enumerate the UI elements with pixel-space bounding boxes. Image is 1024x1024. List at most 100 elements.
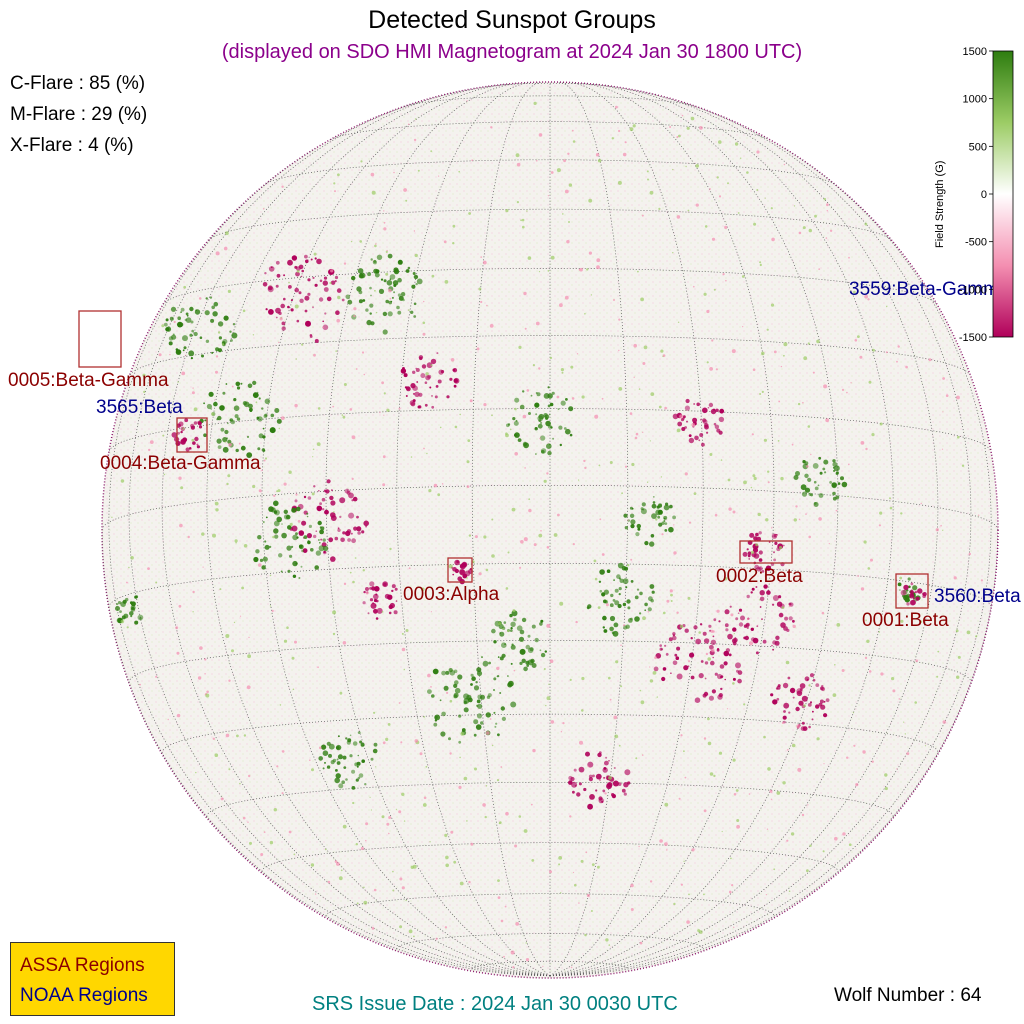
magnetic-feature xyxy=(545,420,551,427)
magnetic-feature xyxy=(633,343,637,348)
magnetic-feature xyxy=(636,588,640,591)
magnetic-feature xyxy=(324,312,327,315)
magnetic-feature xyxy=(336,318,341,323)
magnetic-feature xyxy=(397,259,403,265)
colorbar-tick-label: 1500 xyxy=(963,46,987,58)
magnetic-feature xyxy=(726,708,729,710)
region-box-0002[interactable] xyxy=(739,540,793,564)
region-box-0001[interactable] xyxy=(895,573,929,609)
magnetic-feature xyxy=(467,439,471,442)
region-box-0003[interactable] xyxy=(447,557,473,583)
magnetic-feature xyxy=(707,717,710,721)
magnetic-feature xyxy=(378,288,385,294)
magnetic-feature xyxy=(417,169,420,172)
magnetic-feature xyxy=(549,443,551,446)
magnetic-feature xyxy=(291,525,298,532)
magnetic-feature xyxy=(520,540,524,544)
magnetic-feature xyxy=(738,608,743,612)
magnetic-feature xyxy=(803,356,808,361)
magnetic-feature xyxy=(171,432,178,438)
magnetic-feature xyxy=(720,675,723,679)
magnetic-feature xyxy=(500,919,504,923)
magnetic-feature xyxy=(365,839,367,842)
magnetic-feature xyxy=(263,831,266,833)
magnetic-feature xyxy=(497,896,501,899)
magnetic-feature xyxy=(509,629,513,632)
magnetic-feature xyxy=(566,240,570,244)
magnetic-feature xyxy=(375,269,380,274)
magnetic-feature xyxy=(106,347,109,350)
magnetic-feature xyxy=(296,266,301,271)
magnetic-feature xyxy=(216,438,222,444)
magnetic-feature xyxy=(481,656,483,659)
magnetic-feature xyxy=(677,421,683,427)
magnetic-feature xyxy=(669,504,673,509)
magnetic-feature xyxy=(786,749,789,751)
magnetic-feature xyxy=(550,171,554,174)
magnetic-feature xyxy=(178,421,184,427)
magnetic-feature xyxy=(491,744,494,747)
magnetic-feature xyxy=(601,800,604,803)
magnetic-feature xyxy=(392,280,399,286)
grid-line xyxy=(102,484,998,531)
magnetic-feature xyxy=(505,209,509,213)
magnetic-feature xyxy=(304,309,308,313)
magnetic-feature xyxy=(109,340,111,343)
magnetic-feature xyxy=(89,327,91,329)
magnetic-feature xyxy=(227,289,231,293)
magnetic-feature xyxy=(498,822,501,825)
magnetic-feature xyxy=(400,368,407,374)
magnetic-feature xyxy=(581,709,584,712)
magnetic-feature xyxy=(248,636,250,639)
magnetic-feature xyxy=(373,608,378,614)
grid-line xyxy=(549,82,775,977)
magnetic-feature xyxy=(158,353,162,357)
region-box-0005[interactable] xyxy=(78,310,122,368)
magnetic-feature xyxy=(302,548,308,553)
magnetic-feature xyxy=(643,345,648,350)
magnetic-feature xyxy=(633,376,635,378)
magnetic-feature xyxy=(580,859,584,863)
magnetic-feature xyxy=(480,300,483,304)
magnetic-feature xyxy=(532,364,536,367)
magnetic-feature xyxy=(756,566,762,572)
grid-line xyxy=(396,933,704,949)
magnetic-feature xyxy=(603,599,607,604)
magnetic-feature xyxy=(180,486,184,490)
magnetic-feature xyxy=(616,574,621,579)
magnetic-feature xyxy=(387,594,393,600)
magnetic-feature xyxy=(904,733,906,735)
magnetic-feature xyxy=(205,297,208,300)
magnetic-feature xyxy=(656,696,658,698)
magnetic-feature xyxy=(359,740,363,744)
magnetic-feature xyxy=(482,260,487,265)
magnetic-feature xyxy=(563,159,566,163)
magnetic-feature xyxy=(388,611,392,615)
magnetic-feature xyxy=(331,489,333,491)
magnetic-feature xyxy=(528,412,531,415)
magnetic-feature xyxy=(182,335,188,342)
magnetic-feature xyxy=(652,501,656,504)
magnetic-feature xyxy=(312,276,315,279)
magnetic-feature xyxy=(426,362,433,369)
magnetic-feature xyxy=(89,353,95,359)
magnetic-feature xyxy=(805,513,807,515)
magnetic-feature xyxy=(446,395,450,399)
magnetic-feature xyxy=(623,513,628,518)
magnetic-feature xyxy=(734,637,737,639)
magnetic-feature xyxy=(784,616,789,621)
magnetic-feature xyxy=(787,676,791,680)
magnetic-feature xyxy=(510,644,516,650)
magnetic-feature xyxy=(258,563,262,567)
magnetic-feature xyxy=(755,651,759,655)
magnetic-feature xyxy=(587,803,593,810)
magnetic-feature xyxy=(104,326,107,329)
magnetic-feature xyxy=(848,256,850,259)
magnetic-feature xyxy=(684,472,688,476)
magnetic-feature xyxy=(922,594,926,598)
magnetic-feature xyxy=(295,493,298,496)
magnetic-feature xyxy=(546,696,551,701)
region-box-0004[interactable] xyxy=(176,417,208,453)
magnetic-feature xyxy=(522,414,527,419)
magnetic-feature xyxy=(431,274,435,278)
